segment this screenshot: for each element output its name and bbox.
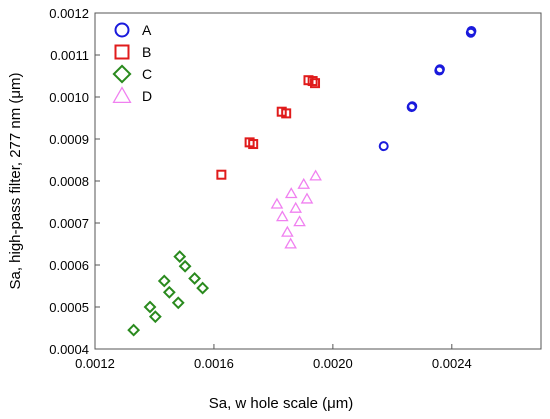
series-d-point — [297, 177, 311, 189]
series-d-point — [309, 169, 322, 181]
series-d-point — [293, 215, 306, 227]
y-tick-label: 0.0008 — [49, 174, 89, 189]
series-b-point — [307, 76, 318, 87]
series-c-point — [148, 310, 162, 324]
y-tick-label: 0.0006 — [49, 258, 89, 273]
series-d-point — [284, 187, 298, 199]
legend-item-b-marker — [114, 44, 130, 60]
series-b — [216, 75, 321, 180]
x-tick-label: 0.0024 — [432, 356, 472, 371]
legend-item-c-marker — [112, 64, 132, 84]
legend-item-d-label: D — [142, 88, 152, 104]
y-tick-label: 0.0005 — [49, 300, 89, 315]
y-tick-label: 0.0010 — [49, 90, 89, 105]
series-c-point — [171, 296, 185, 310]
y-axis-ticks: 0.0004 0.0005 0.0006 0.0007 0.0008 0.0009 0.00… — [49, 6, 100, 357]
legend-item-a-marker — [114, 22, 130, 38]
series-c-point — [157, 274, 171, 288]
y-tick-label: 0.0009 — [49, 132, 89, 147]
legend-item-c-label: C — [142, 66, 152, 82]
series-a — [378, 26, 477, 152]
legend-item-c: C — [112, 64, 152, 84]
series-d-point — [275, 210, 289, 222]
data-points — [127, 26, 477, 337]
plot-frame — [94, 12, 542, 350]
series-c-point — [127, 323, 141, 337]
series-a-point — [378, 141, 389, 152]
series-d-point — [284, 237, 297, 249]
series-d-point — [270, 197, 284, 209]
series-c-point — [173, 250, 187, 264]
series-a-point — [407, 101, 418, 112]
y-tick-label: 0.0007 — [49, 216, 89, 231]
series-c-point — [162, 285, 176, 299]
series-a-point — [434, 64, 445, 75]
y-axis-title: Sa, high-pass filter, 277 nm (μm) — [7, 72, 24, 289]
y-tick-label: 0.0012 — [49, 6, 89, 21]
series-c-point — [188, 272, 202, 285]
legend-item-d-marker — [112, 86, 132, 103]
legend-item-b: B — [114, 44, 151, 60]
series-b-point — [248, 139, 259, 150]
x-tick-label: 0.0012 — [75, 356, 115, 371]
series-b-point — [310, 78, 321, 89]
legend-item-a-label: A — [142, 22, 152, 38]
series-d — [270, 169, 322, 249]
series-b-point — [281, 108, 292, 119]
series-c-point — [196, 281, 210, 295]
series-d-point — [289, 201, 303, 213]
legend-item-d: D — [112, 86, 152, 104]
series-c — [127, 250, 210, 337]
x-tick-label: 0.0016 — [194, 356, 234, 371]
legend-item-b-label: B — [142, 44, 151, 60]
legend-item-a: A — [114, 22, 152, 38]
y-tick-label: 0.0004 — [49, 342, 89, 357]
x-axis-title: Sa, w hole scale (μm) — [209, 395, 354, 412]
x-axis-ticks: 0.0012 0.0016 0.0020 0.0024 — [75, 344, 472, 371]
series-c-point — [178, 259, 192, 273]
series-d-point — [300, 192, 314, 204]
x-tick-label: 0.0020 — [313, 356, 353, 371]
series-a-point — [466, 26, 477, 37]
series-b-point — [216, 169, 227, 180]
series-c-point — [143, 300, 157, 314]
series-d-point — [281, 225, 294, 237]
y-tick-label: 0.0011 — [50, 48, 89, 63]
